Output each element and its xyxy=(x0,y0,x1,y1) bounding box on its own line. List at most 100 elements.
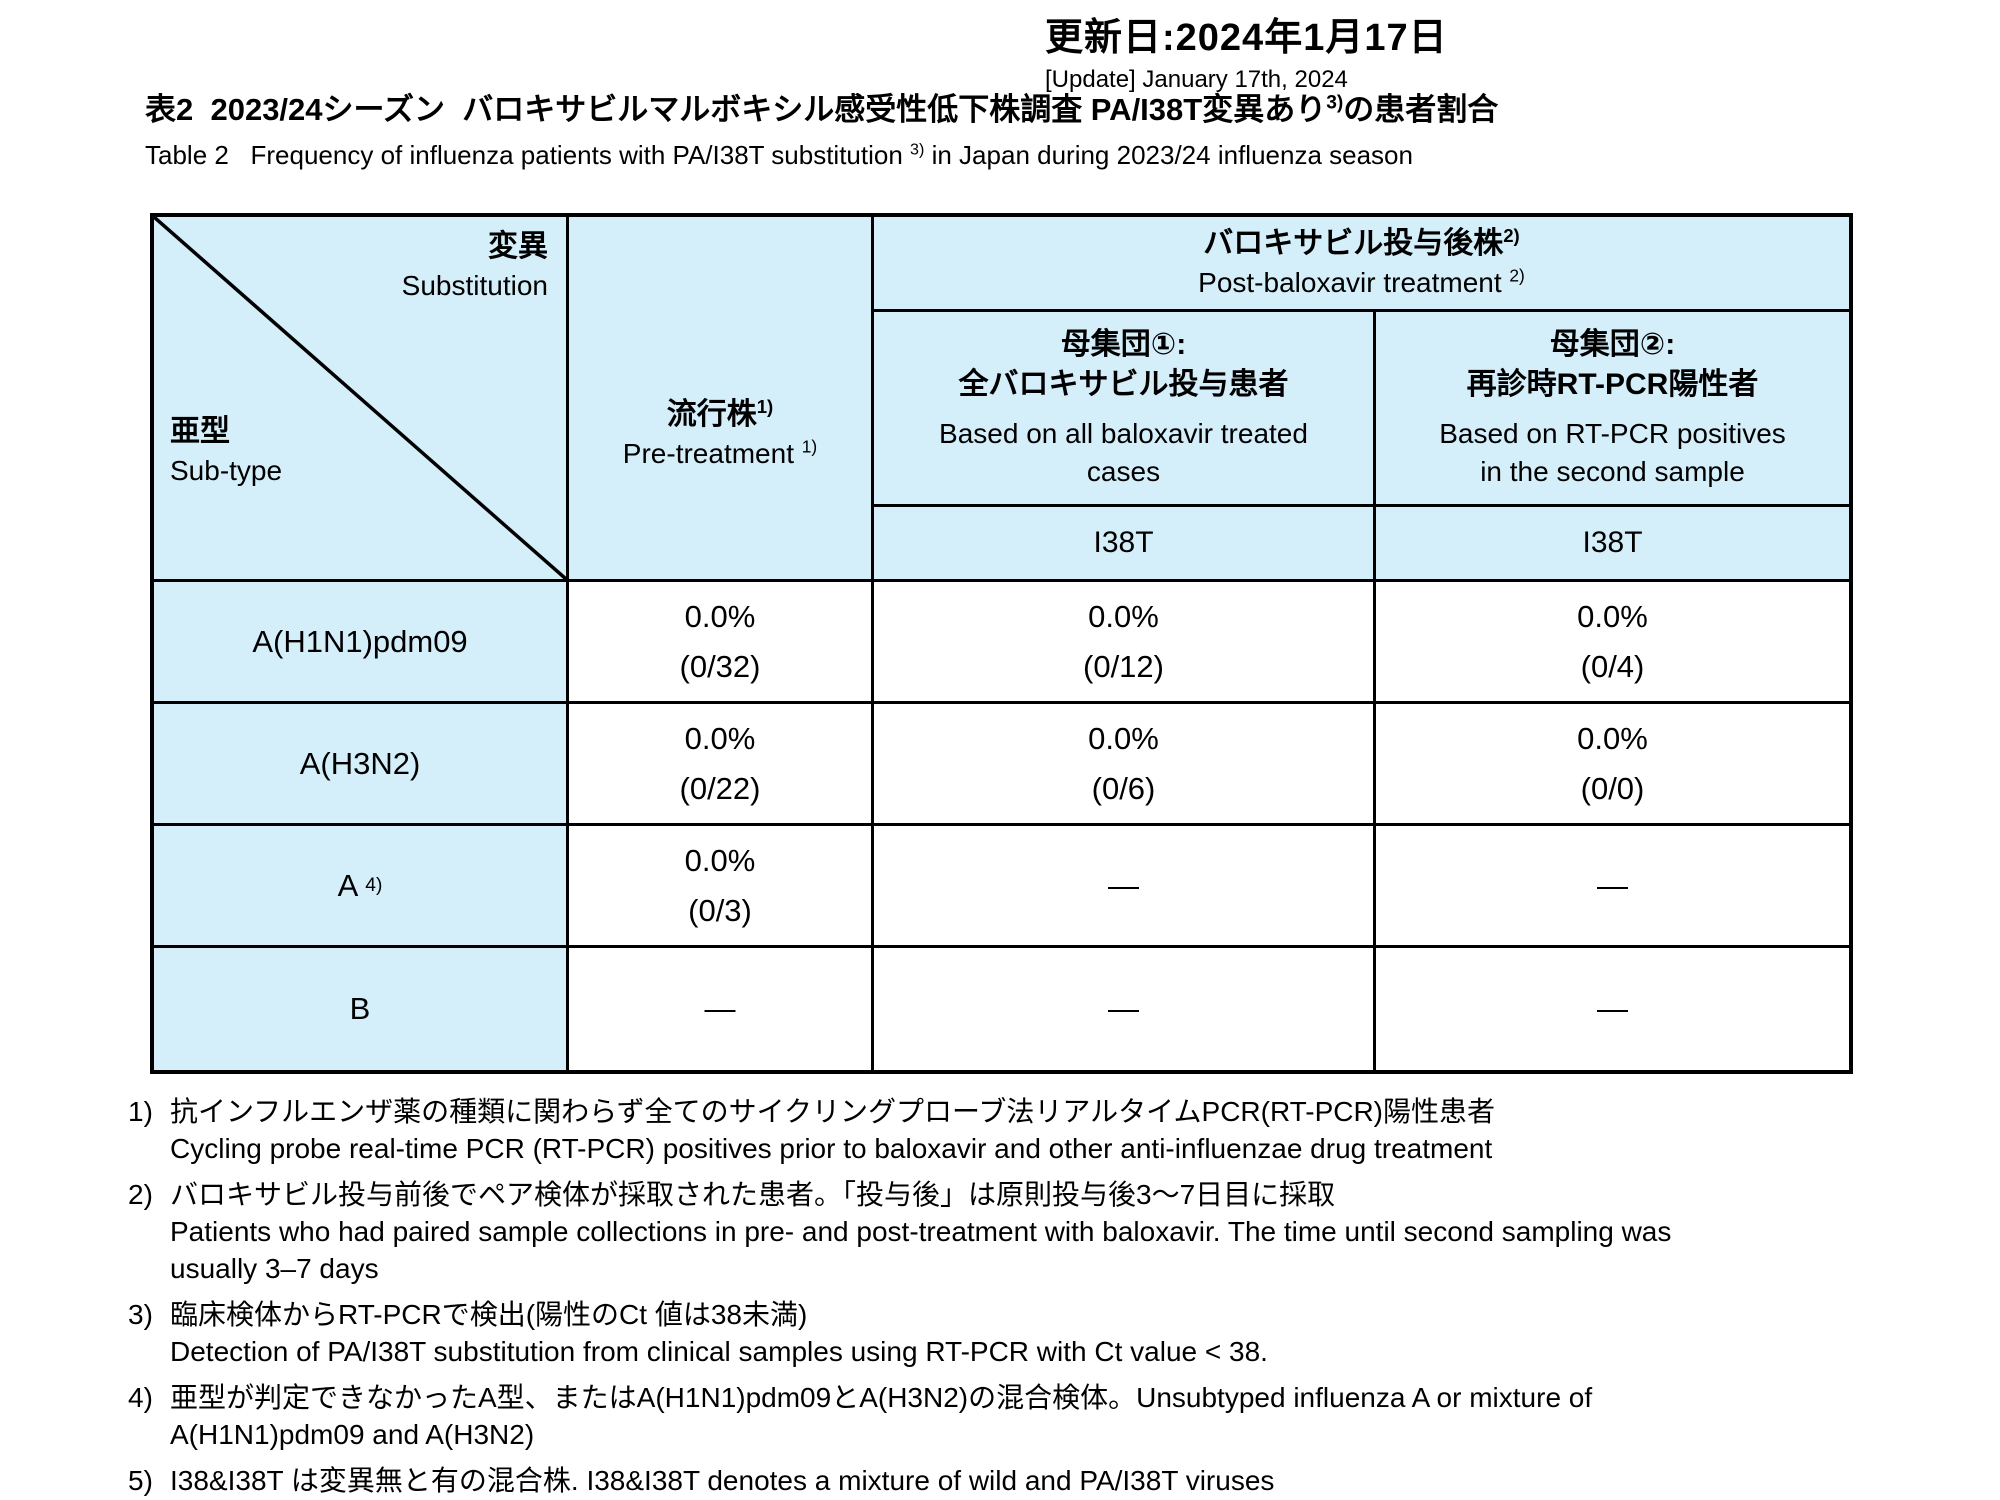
cell-population2-value: — xyxy=(1376,826,1849,948)
pretreatment-en-superscript: 1) xyxy=(801,436,818,457)
subtype-text: A(H1N1)pdm09 xyxy=(252,623,468,659)
fraction-value: (0/22) xyxy=(679,770,761,806)
results-table: 変異 Substitution 亜型 Sub-type 流行株1) Pre-tr… xyxy=(150,213,1853,1074)
subtype-text: A xyxy=(337,867,359,903)
percent-value: — xyxy=(1108,867,1139,903)
footnote-line: 臨床検体からRT-PCRで検出(陽性のCt 値は38未満) xyxy=(170,1299,808,1330)
cell-population1-value: 0.0% (0/6) xyxy=(874,704,1376,826)
post-baloxavir-jp-superscript: 2) xyxy=(1503,225,1520,246)
footnote-marker: 2) xyxy=(128,1179,153,1210)
title-jp-text: 表2 2023/24シーズン バロキサビルマルボキシル感受性低下株調査 PA/I… xyxy=(145,92,1327,127)
update-date-block: 更新日:2024年1月17日 [Update] January 17th, 20… xyxy=(1045,6,1448,94)
title-en-tail: in Japan during 2023/24 influenza season xyxy=(924,140,1413,170)
cell-population2-value: 0.0% (0/4) xyxy=(1376,582,1849,704)
percent-value: 0.0% xyxy=(1577,720,1648,756)
pretreatment-jp-superscript: 1) xyxy=(756,396,774,417)
percent-value: — xyxy=(1597,867,1628,903)
page-title-jp: 表2 2023/24シーズン バロキサビルマルボキシル感受性低下株調査 PA/I… xyxy=(145,84,1498,129)
fraction-value: (0/4) xyxy=(1580,648,1645,684)
cell-population1-value: — xyxy=(874,826,1376,948)
row-header-subtype: B xyxy=(154,948,569,1070)
corner-substitution-label: 変異 Substitution xyxy=(402,227,548,305)
pretreatment-label-en: Pre-treatment 1) xyxy=(623,435,817,473)
row-header-subtype: A(H3N2) xyxy=(154,704,569,826)
population2-en-line2: in the second sample xyxy=(1480,456,1745,487)
pretreatment-jp-text: 流行株 xyxy=(666,398,757,431)
cell-pretreatment-value: 0.0% (0/22) xyxy=(569,704,874,826)
percent-value: — xyxy=(1108,991,1139,1026)
cell-population1-value: 0.0% (0/12) xyxy=(874,582,1376,704)
percent-value: 0.0% xyxy=(684,720,756,756)
footnote-body: I38&I38T は変異無と有の混合株. I38&I38T denotes a … xyxy=(170,1462,1890,1499)
pretreatment-en-text: Pre-treatment xyxy=(622,438,802,469)
footnote-marker: 3) xyxy=(128,1299,153,1330)
subtype-label-en: Sub-type xyxy=(170,455,283,486)
update-date-en: [Update] January 17th, 2024 xyxy=(1045,66,1348,93)
post-baloxavir-label-jp: バロキサビル投与後株2) xyxy=(1203,224,1520,264)
title-jp-superscript: 3) xyxy=(1326,92,1344,114)
footnote-body: 臨床検体からRT-PCRで検出(陽性のCt 値は38未満) Detection … xyxy=(170,1296,1890,1370)
fraction-value: (0/6) xyxy=(1091,770,1156,806)
footnote-marker: 5) xyxy=(128,1465,153,1496)
title-block: 表2 2023/24シーズン バロキサビルマルボキシル感受性低下株調査 PA/I… xyxy=(145,84,1498,171)
page-title-en: Table 2 Frequency of influenza patients … xyxy=(145,140,1498,171)
post-baloxavir-en-text: Post-baloxavir treatment xyxy=(1198,267,1510,298)
footnotes-section: 1) 抗インフルエンザ薬の種類に関わらず全てのサイクリングプローブ法リアルタイム… xyxy=(128,1093,1890,1500)
corner-subtype-label: 亜型 Sub-type xyxy=(170,412,282,490)
corner-header-cell: 変異 Substitution 亜型 Sub-type xyxy=(154,217,569,582)
cell-population2-value: — xyxy=(1376,948,1849,1070)
column-header-population2: 母集団②: 再診時RT-PCR陽性者 Based on RT-PCR posit… xyxy=(1376,312,1849,507)
footnote-body: 抗インフルエンザ薬の種類に関わらず全てのサイクリングプローブ法リアルタイムPCR… xyxy=(170,1093,1890,1167)
cell-pretreatment-value: 0.0% (0/32) xyxy=(569,582,874,704)
footnote-1: 1) 抗インフルエンザ薬の種類に関わらず全てのサイクリングプローブ法リアルタイム… xyxy=(128,1093,1890,1167)
cell-pretreatment-value: 0.0% (0/3) xyxy=(569,826,874,948)
footnote-line: 亜型が判定できなかったA型、またはA(H1N1)pdm09とA(H3N2)の混合… xyxy=(170,1382,1593,1413)
subtype-label-jp: 亜型 xyxy=(170,415,230,448)
footnote-line: 抗インフルエンザ薬の種類に関わらず全てのサイクリングプローブ法リアルタイムPCR… xyxy=(170,1096,1496,1127)
percent-value: — xyxy=(1597,991,1628,1026)
post-baloxavir-en-superscript: 2) xyxy=(1509,265,1525,286)
fraction-value: (0/0) xyxy=(1580,770,1645,806)
footnote-marker: 1) xyxy=(128,1096,153,1127)
population1-en-line2: cases xyxy=(1086,456,1161,487)
footnote-body: バロキサビル投与前後でペア検体が採取された患者。「投与後」は原則投与後3〜7日目… xyxy=(170,1176,1890,1287)
footnote-line: Cycling probe real-time PCR (RT-PCR) pos… xyxy=(170,1133,1493,1164)
percent-value: 0.0% xyxy=(1577,598,1648,634)
percent-value: 0.0% xyxy=(684,842,756,878)
subheader-i38t-population2: I38T xyxy=(1376,507,1849,582)
footnote-line: Patients who had paired sample collectio… xyxy=(170,1216,1672,1247)
percent-value: 0.0% xyxy=(1088,720,1159,756)
footnote-5: 5) I38&I38T は変異無と有の混合株. I38&I38T denotes… xyxy=(128,1462,1890,1499)
fraction-value: (0/12) xyxy=(1083,648,1164,684)
subheader-i38t-population1: I38T xyxy=(874,507,1376,582)
footnote-marker: 4) xyxy=(128,1382,153,1413)
title-en-text: Table 2 Frequency of influenza patients … xyxy=(145,140,911,170)
population2-jp-line2: 再診時RT-PCR陽性者 xyxy=(1466,368,1759,401)
population1-jp-line1: 母集団①: xyxy=(1060,328,1187,361)
title-en-superscript: 3) xyxy=(910,140,925,159)
footnote-line: バロキサビル投与前後でペア検体が採取された患者。「投与後」は原則投与後3〜7日目… xyxy=(170,1179,1336,1210)
footnote-line: A(H1N1)pdm09 and A(H3N2) xyxy=(170,1419,535,1450)
percent-value: 0.0% xyxy=(1088,598,1159,634)
footnote-3: 3) 臨床検体からRT-PCRで検出(陽性のCt 値は38未満) Detecti… xyxy=(128,1296,1890,1370)
column-header-population1: 母集団①: 全バロキサビル投与患者 Based on all baloxavir… xyxy=(874,312,1376,507)
substitution-label-en: Substitution xyxy=(401,270,548,301)
title-jp-tail: の患者割合 xyxy=(1343,92,1499,127)
footnote-body: 亜型が判定できなかったA型、またはA(H1N1)pdm09とA(H3N2)の混合… xyxy=(170,1379,1890,1453)
footnote-line: usually 3–7 days xyxy=(170,1253,379,1284)
column-header-pretreatment: 流行株1) Pre-treatment 1) xyxy=(569,217,874,582)
footnote-line: Detection of PA/I38T substitution from c… xyxy=(170,1336,1268,1367)
population1-en-line1: Based on all baloxavir treated xyxy=(939,418,1308,449)
post-baloxavir-label-en: Post-baloxavir treatment 2) xyxy=(1198,264,1525,302)
post-baloxavir-jp-text: バロキサビル投与後株 xyxy=(1203,227,1504,260)
row-header-subtype: A 4) xyxy=(154,826,569,948)
population1-jp-line2: 全バロキサビル投与患者 xyxy=(958,368,1289,401)
percent-value: — xyxy=(704,991,736,1026)
substitution-label-jp: 変異 xyxy=(488,230,548,263)
percent-value: 0.0% xyxy=(684,598,756,634)
cell-population2-value: 0.0% (0/0) xyxy=(1376,704,1849,826)
population2-en-line1: Based on RT-PCR positives xyxy=(1439,418,1786,449)
diagonal-line xyxy=(154,217,566,579)
footnote-2: 2) バロキサビル投与前後でペア検体が採取された患者。「投与後」は原則投与後3〜… xyxy=(128,1176,1890,1287)
